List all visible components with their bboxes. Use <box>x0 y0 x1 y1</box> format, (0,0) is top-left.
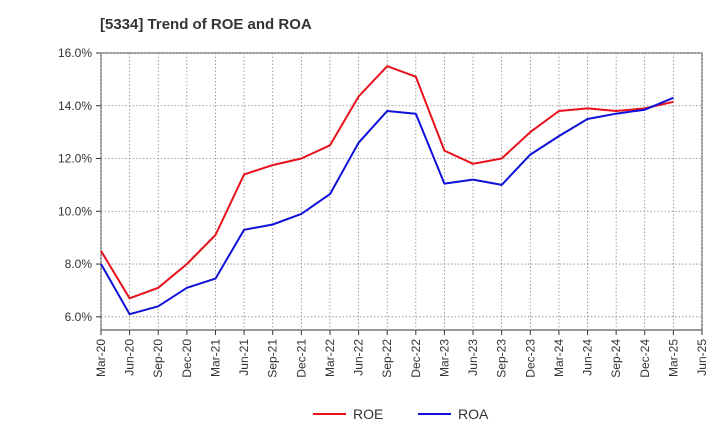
x-tick-label: Sep-22 <box>380 339 394 378</box>
x-tick-label: Mar-21 <box>208 339 222 377</box>
legend: ROE ROA <box>313 406 489 422</box>
y-axis: 6.0% 8.0% 10.0% 12.0% 14.0% 16.0% <box>58 46 101 324</box>
x-tick-label: Mar-20 <box>94 339 108 377</box>
series-layer <box>100 65 674 316</box>
y-tick-label: 12.0% <box>58 152 92 166</box>
x-tick-label: Jun-21 <box>237 339 251 376</box>
x-tick-label: Mar-23 <box>437 339 451 377</box>
x-tick-label: Dec-24 <box>638 339 652 378</box>
plot-area <box>100 52 703 331</box>
y-tick-label: 6.0% <box>65 310 93 324</box>
y-tick-label: 10.0% <box>58 204 92 218</box>
x-tick-label: Sep-24 <box>609 339 623 378</box>
x-tick-label: Mar-24 <box>552 339 566 377</box>
series-line-roa <box>100 96 674 316</box>
x-tick-label: Sep-21 <box>266 339 280 378</box>
x-tick-label: Mar-25 <box>666 339 680 377</box>
chart-title: [5334] Trend of ROE and ROA <box>100 16 312 33</box>
y-tick-label: 8.0% <box>65 257 93 271</box>
y-tick-label: 14.0% <box>58 99 92 113</box>
x-axis: Mar-20 Jun-20 Sep-20 Dec-20 Mar-21 Jun-21 Sep-… <box>94 330 709 378</box>
x-tick-label: Dec-20 <box>180 339 194 378</box>
x-tick-label: Dec-22 <box>409 339 423 378</box>
x-tick-label: Jun-20 <box>123 339 137 376</box>
x-tick-label: Sep-20 <box>151 339 165 378</box>
grid-layer <box>100 52 703 330</box>
legend-label-roe: ROE <box>353 406 383 422</box>
x-tick-label: Jun-23 <box>466 339 480 376</box>
x-tick-label: Jun-22 <box>352 339 366 376</box>
x-tick-label: Jun-25 <box>695 339 709 376</box>
y-tick-label: 16.0% <box>58 46 92 60</box>
x-tick-label: Dec-23 <box>523 339 537 378</box>
x-tick-label: Dec-21 <box>294 339 308 378</box>
x-tick-label: Mar-22 <box>323 339 337 377</box>
legend-label-roa: ROA <box>458 406 489 422</box>
x-tick-label: Sep-23 <box>495 339 509 378</box>
x-tick-label: Jun-24 <box>581 339 595 376</box>
series-line-roe <box>100 65 674 300</box>
